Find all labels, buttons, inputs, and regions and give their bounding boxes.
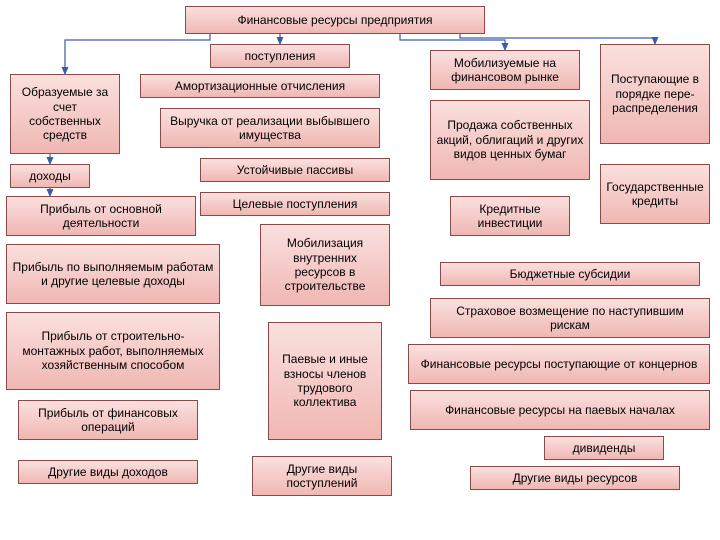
node-insurance: Страховое возмещение по наступившим риск… (430, 298, 710, 338)
node-label-market: Мобилизуемые на финансовом рынке (436, 56, 574, 85)
node-label-passive: Устойчивые пассивы (237, 163, 353, 177)
node-securities: Продажа собственных акций, облигаций и д… (430, 100, 590, 180)
node-label-mobiliz: Мобилизация внутренних ресурсов в строит… (266, 236, 384, 294)
node-title: Финансовые ресурсы предприятия (185, 6, 485, 34)
node-target: Целевые поступления (200, 192, 390, 216)
node-credit: Кредитные инвестиции (450, 196, 570, 236)
node-label-divid: дивиденды (573, 441, 636, 455)
node-redistrib: Поступаю­щие в порядке пере­распредел­ен… (600, 44, 710, 144)
node-proceeds: Выручка от реализации выбывшего имуществ… (160, 108, 380, 148)
node-label-concern: Финансовые ресурсы поступающие от концер… (421, 357, 698, 371)
node-label-other_res: Другие виды ресурсов (513, 471, 638, 485)
node-label-govcredit: Государст­венные кредиты (606, 180, 704, 209)
node-mobiliz: Мобилизация внутренних ресурсов в строит… (260, 224, 390, 306)
node-label-insurance: Страховое возмещение по наступившим риск… (436, 304, 704, 333)
node-label-profit3: Прибыль от строительно-монтажных работ, … (12, 329, 214, 372)
node-label-amort: Амортизационные отчисления (175, 79, 345, 93)
node-other_res: Другие виды ресурсов (470, 466, 680, 490)
node-other_rec: Другие виды поступлений (252, 456, 392, 496)
node-label-title: Финансовые ресурсы предприятия (237, 13, 432, 27)
node-own: Образуемые за счет собственных средств (10, 74, 120, 154)
node-label-paevyh: Финансовые ресурсы на паевых началах (445, 403, 675, 417)
node-receipts: поступления (210, 44, 350, 68)
node-income: доходы (10, 164, 90, 188)
node-subsid: Бюджетные субсидии (440, 262, 700, 286)
node-label-own: Образуемые за счет собственных средств (16, 85, 114, 143)
node-govcredit: Государст­венные кредиты (600, 164, 710, 224)
node-label-income: доходы (29, 169, 70, 183)
node-concern: Финансовые ресурсы поступающие от концер… (408, 344, 710, 384)
node-divid: дивиденды (544, 436, 664, 460)
node-label-proceeds: Выручка от реализации выбывшего имуществ… (166, 114, 374, 143)
node-profit1: Прибыль от основной деятельности (6, 196, 196, 236)
node-profit4: Прибыль от финансовых операций (18, 400, 198, 440)
node-label-profit5: Другие виды доходов (48, 465, 168, 479)
node-label-receipts: поступления (245, 49, 316, 63)
node-profit5: Другие виды доходов (18, 460, 198, 484)
edge-title-own (65, 34, 210, 74)
node-amort: Амортизационные отчисления (140, 74, 380, 98)
node-label-profit2: Прибыль по выполняемым работам и другие … (12, 260, 214, 289)
node-label-target: Целевые поступления (233, 197, 358, 211)
node-label-credit: Кредитные инвестиции (456, 202, 564, 231)
node-label-other_rec: Другие виды поступлений (258, 462, 386, 491)
node-label-redistrib: Поступаю­щие в порядке пере­распредел­ен… (606, 72, 704, 115)
node-label-profit1: Прибыль от основной деятельности (12, 202, 190, 231)
node-paevyh: Финансовые ресурсы на паевых началах (410, 390, 710, 430)
node-label-securities: Продажа собственных акций, облигаций и д… (436, 118, 584, 161)
node-label-shares: Паевые и иные взносы членов трудового ко… (274, 352, 376, 410)
edge-title-market (400, 34, 505, 50)
node-label-subsid: Бюджетные субсидии (510, 267, 631, 281)
node-profit3: Прибыль от строительно-монтажных работ, … (6, 312, 220, 390)
edge-title-redistrib (460, 34, 655, 44)
node-market: Мобилизуемые на финансовом рынке (430, 50, 580, 90)
node-label-profit4: Прибыль от финансовых операций (24, 406, 192, 435)
node-shares: Паевые и иные взносы членов трудового ко… (268, 322, 382, 440)
node-profit2: Прибыль по выполняемым работам и другие … (6, 244, 220, 304)
node-passive: Устойчивые пассивы (200, 158, 390, 182)
